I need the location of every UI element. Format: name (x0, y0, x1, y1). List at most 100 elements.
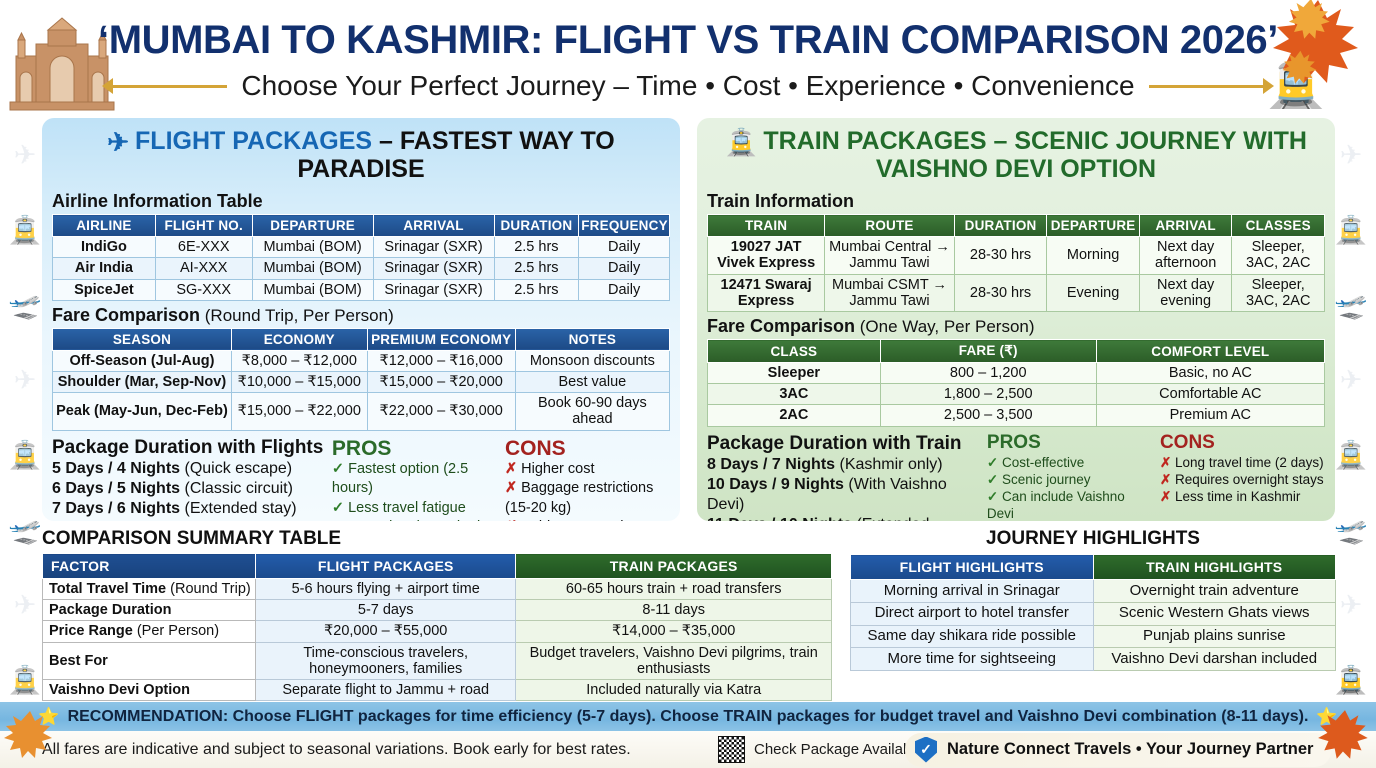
column-header: DURATION (493, 214, 580, 238)
cell: Sleeper (707, 362, 881, 385)
table-row: Peak (May-Jun, Dec-Feb) ₹15,000 – ₹22,00… (52, 392, 671, 431)
cell: IndiGo (52, 236, 156, 259)
cell-train: 60-65 hours train + road transfers (515, 577, 832, 601)
duration-bold: 11 Days / 10 Nights (707, 516, 852, 521)
airplane-icon: ✈ (107, 127, 130, 157)
cons-title: CONS (504, 436, 566, 460)
table-header-row: TRAIN ROUTE DURATION DEPARTURE ARRIVAL C… (706, 214, 1325, 238)
train-information-table: TRAIN ROUTE DURATION DEPARTURE ARRIVAL C… (706, 214, 1325, 313)
cell: 28-30 hrs (953, 273, 1048, 313)
airline-information-table: AIRLINE FLIGHT NO. DEPARTURE ARRIVAL DUR… (52, 214, 670, 301)
cell: Mumbai Central → Jammu Tawi (824, 236, 955, 275)
table-row: 19027 JAT Vivek Express Mumbai Central →… (706, 236, 1325, 275)
flight-duration-title: Package Duration with Flights (52, 436, 324, 458)
cell: Daily (578, 278, 670, 301)
cell-flight: More time for sightseeing (850, 647, 1094, 672)
cell-flight: Time-conscious travelers, honeymooners, … (255, 641, 517, 681)
table-row: Package Duration 5-7 days 8-11 days (41, 599, 832, 622)
cell: Srinagar (SXR) (372, 236, 495, 259)
table-header-row: SEASON ECONOMY PREMIUM ECONOMY NOTES (52, 327, 671, 351)
qr-group[interactable]: Check Package Availability (718, 736, 933, 763)
fare-title-light: (Round Trip, Per Person) (200, 305, 394, 325)
train-icon: 🚊 (1334, 440, 1368, 470)
cons-item: ✗ Higher cost (505, 460, 670, 479)
duration-bold: 5 Days / 4 Nights (52, 459, 181, 477)
cons-item: ✗ Less time in Kashmir (1160, 488, 1325, 505)
column-header: NOTES (514, 327, 671, 351)
cell-flight: Direct airport to hotel transfer (850, 601, 1094, 626)
duration-light: (Classic circuit) (180, 479, 293, 497)
cell: Daily (578, 257, 670, 280)
table-row: Best For Time-conscious travelers, honey… (41, 641, 832, 681)
column-header: ECONOMY (230, 327, 368, 351)
flight-duration-pros-cons: Package Duration with Flights 5 Days / 4… (52, 437, 670, 521)
train-icon: 🚊 (1334, 665, 1368, 695)
star-icon: ⭐ (38, 706, 60, 726)
cons-text: Higher cost (521, 460, 595, 477)
airplane-icon: ✈ (13, 365, 37, 395)
table-row: Vaishno Devi Option Separate flight to J… (41, 679, 832, 702)
journey-highlights: JOURNEY HIGHLIGHTS FLIGHT HIGHLIGHTS TRA… (850, 528, 1336, 672)
airplane-icon: 🛫 (8, 515, 42, 545)
header: ‘MUMBAI TO KASHMIR: FLIGHT VS TRAIN COMP… (0, 0, 1376, 116)
cell-flight: Same day shikara ride possible (850, 624, 1094, 649)
cell: Sleeper, 3AC, 2AC (1231, 236, 1325, 275)
brand-text: Nature Connect Travels • Your Journey Pa… (947, 740, 1314, 758)
train-icon: 🚊 (8, 665, 42, 695)
cell: ₹22,000 – ₹30,000 (366, 392, 516, 431)
cell-train: 8-11 days (515, 599, 832, 622)
cell-flight: 5-7 days (255, 599, 517, 622)
footer-disclaimer: All fares are indicative and subject to … (42, 740, 631, 758)
train-fare-comparison-table: CLASS FARE (₹) COMFORT LEVEL Sleeper 800… (707, 339, 1326, 427)
cons-text: Less time in Kashmir (1175, 489, 1301, 505)
cell: AI-XXX (154, 257, 253, 280)
column-header: FREQUENCY (578, 214, 670, 238)
cell: Srinagar (SXR) (372, 257, 495, 280)
cell-factor: Best For (41, 641, 257, 681)
cons-item: ✗ Subject to weather delays (505, 518, 670, 521)
bottom-section: COMPARISON SUMMARY TABLE FACTOR FLIGHT P… (0, 528, 1376, 702)
table-header-row: CLASS FARE (₹) COMFORT LEVEL (707, 339, 1326, 364)
cell: Sleeper, 3AC, 2AC (1231, 273, 1325, 313)
cross-icon: ✗ (504, 460, 518, 477)
airplane-icon: ✈ (1339, 365, 1363, 395)
column-header: ROUTE (824, 214, 955, 238)
factor-light: (Per Person) (132, 623, 220, 640)
cross-icon: ✗ (505, 519, 517, 521)
table-row: 2AC 2,500 – 3,500 Premium AC (707, 404, 1326, 427)
cross-icon: ✗ (1159, 471, 1172, 487)
maple-leaf-icon (4, 711, 52, 758)
column-header: COMFORT LEVEL (1095, 339, 1326, 364)
cell: Premium AC (1095, 404, 1326, 427)
table-header-row: FLIGHT HIGHLIGHTS TRAIN HIGHLIGHTS (850, 554, 1336, 580)
page-title: ‘MUMBAI TO KASHMIR: FLIGHT VS TRAIN COMP… (97, 18, 1278, 62)
cell-train: Vaishno Devi darshan included (1092, 647, 1336, 672)
cell: Mumbai CSMT → Jammu Tawi (824, 273, 955, 313)
flight-pros-block: PROS ✓ Fastest option (2.5 hours) ✓ Less… (332, 437, 497, 521)
pros-item: ✓ Cost-effective (987, 454, 1152, 471)
cell: 28-30 hrs (953, 236, 1048, 275)
train-duration-pros-cons: Package Duration with Train 8 Days / 7 N… (707, 432, 1325, 521)
qr-code-icon[interactable] (718, 736, 745, 763)
cell-factor: Package Duration (41, 599, 257, 622)
train-heading-rest: – SCENIC JOURNEY WITH VAISHNO DEVI OPTIO… (875, 127, 1307, 184)
qr-label: Check Package Availability (754, 741, 933, 758)
column-header: FLIGHT PACKAGES (255, 553, 517, 579)
cell: Next day afternoon (1138, 236, 1233, 275)
cell: ₹8,000 – ₹12,000 (230, 349, 368, 373)
table-header-row: AIRLINE FLIGHT NO. DEPARTURE ARRIVAL DUR… (52, 214, 670, 238)
cell: Monsoon discounts (514, 349, 671, 373)
cell: ₹15,000 – ₹20,000 (366, 371, 516, 394)
train-pros-block: PROS ✓ Cost-effective ✓ Scenic journey ✓… (987, 432, 1152, 521)
cell: 12471 Swaraj Express (706, 273, 826, 313)
cell-flight: Separate flight to Jammu + road (255, 679, 517, 702)
train-icon: 🚊 (1334, 215, 1368, 245)
cell: Air India (52, 257, 156, 280)
pros-item: ✓ More time in Kashmir (332, 518, 497, 521)
factor-light: (Round Trip) (166, 581, 251, 597)
cell-train: Overnight train adventure (1092, 579, 1336, 603)
table-row: 12471 Swaraj Express Mumbai CSMT → Jammu… (706, 273, 1325, 313)
duration-bold: 7 Days / 6 Nights (52, 499, 181, 517)
cell-train: Budget travelers, Vaishno Devi pilgrims,… (515, 641, 832, 681)
